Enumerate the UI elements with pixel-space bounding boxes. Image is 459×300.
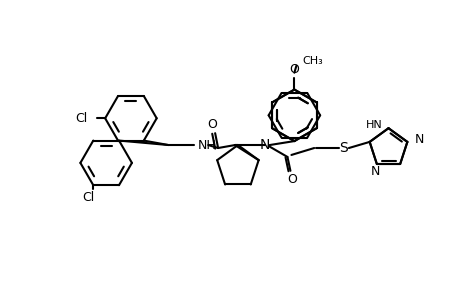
Text: N: N	[370, 166, 380, 178]
Text: N: N	[414, 134, 423, 146]
Text: Cl: Cl	[75, 112, 87, 125]
Text: S: S	[339, 141, 347, 155]
Text: NH: NH	[197, 139, 216, 152]
Text: O: O	[207, 118, 217, 131]
Text: Cl: Cl	[82, 190, 94, 204]
Text: HN: HN	[365, 120, 382, 130]
Text: N: N	[259, 138, 269, 152]
Text: O: O	[289, 63, 299, 76]
Text: O: O	[287, 173, 297, 186]
Text: CH₃: CH₃	[302, 56, 322, 66]
